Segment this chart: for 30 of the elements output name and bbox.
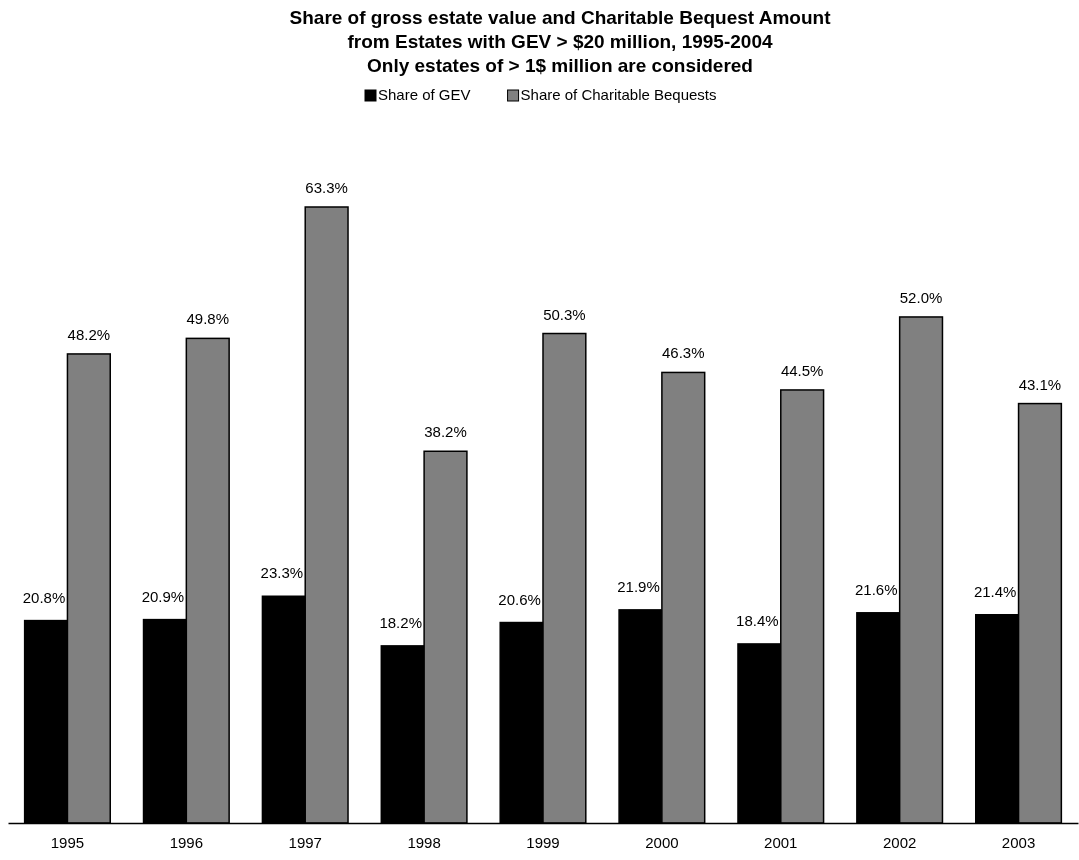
x-tick-label: 2001	[764, 833, 798, 851]
x-tick-label: 1996	[169, 833, 204, 851]
legend-label: Share of GEV	[378, 86, 471, 103]
data-label: 20.8%	[22, 588, 66, 606]
x-tick-label: 1998	[407, 833, 441, 851]
chart-title: Share of gross estate value and Charitable Bequest Amount from Estates with GEV > $20 million, 1995-2004 Only estates of > 1$ million are considered	[289, 7, 832, 76]
data-label: 50.3%	[543, 305, 586, 323]
data-label: 46.3%	[662, 344, 705, 362]
x-tick-label: 2003	[1001, 833, 1036, 851]
data-label: 43.1%	[1018, 375, 1062, 393]
x-tick-label: 1999	[526, 833, 560, 851]
data-label: 21.6%	[854, 580, 898, 598]
data-label: 49.8%	[186, 310, 230, 328]
data-label: 18.4%	[736, 611, 779, 629]
x-tick-label: 2002	[882, 833, 917, 851]
legend-label: Share of Charitable Bequests	[520, 86, 717, 103]
x-tick-label: 1995	[50, 833, 85, 851]
data-label: 20.9%	[141, 587, 185, 605]
data-label: 44.5%	[780, 361, 824, 379]
x-tick-label: 1997	[288, 833, 322, 851]
data-label: 18.2%	[379, 613, 422, 631]
data-label: 21.9%	[617, 577, 660, 595]
x-tick-label: 2000	[645, 833, 679, 851]
data-label: 21.4%	[973, 582, 1017, 600]
data-label: 23.3%	[260, 564, 304, 582]
data-label: 63.3%	[305, 179, 348, 196]
data-label: 52.0%	[899, 288, 943, 306]
data-label: 48.2%	[67, 325, 111, 343]
data-label: 38.2%	[424, 423, 467, 441]
data-label: 20.6%	[498, 590, 541, 608]
